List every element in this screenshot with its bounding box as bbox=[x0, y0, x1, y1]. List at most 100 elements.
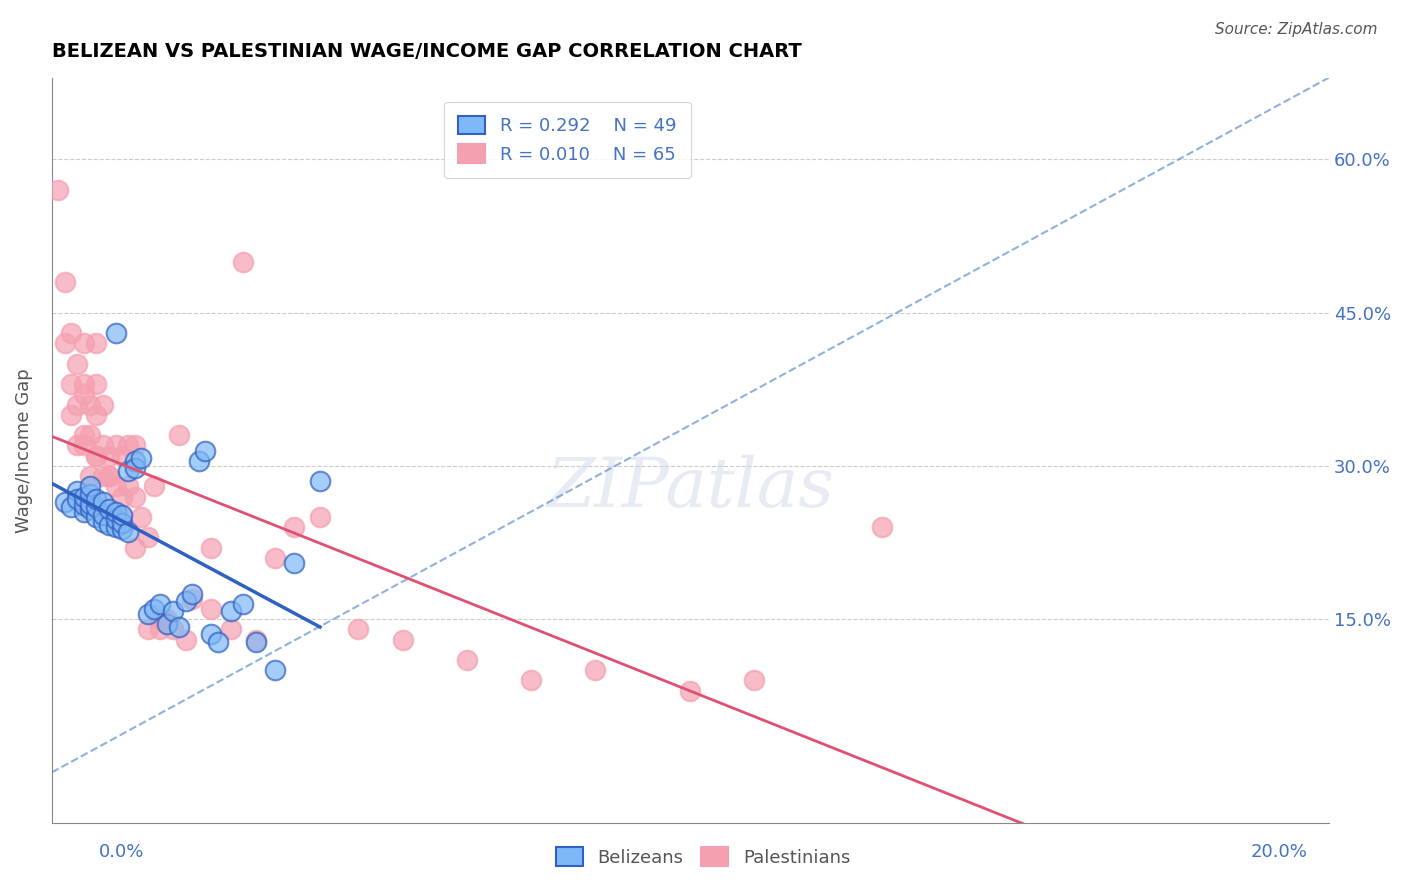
Palestinians bbox=[136, 530, 159, 544]
Belizeans bbox=[117, 464, 139, 478]
Belizeans bbox=[219, 604, 242, 618]
Palestinians bbox=[66, 357, 89, 371]
Palestinians bbox=[169, 428, 191, 442]
Belizeans bbox=[169, 620, 191, 634]
Belizeans bbox=[264, 663, 287, 677]
Palestinians bbox=[124, 438, 146, 452]
Belizeans bbox=[91, 494, 114, 508]
Belizeans bbox=[53, 494, 76, 508]
Belizeans bbox=[283, 556, 305, 570]
Palestinians bbox=[232, 254, 254, 268]
Belizeans bbox=[79, 501, 101, 516]
Palestinians bbox=[73, 377, 96, 392]
Y-axis label: Wage/Income Gap: Wage/Income Gap bbox=[15, 368, 32, 533]
Belizeans bbox=[91, 515, 114, 529]
Belizeans bbox=[104, 512, 127, 526]
Palestinians bbox=[136, 623, 159, 637]
Palestinians bbox=[742, 673, 765, 688]
Belizeans bbox=[86, 510, 108, 524]
Belizeans bbox=[111, 516, 134, 530]
Belizeans bbox=[117, 525, 139, 540]
Palestinians bbox=[91, 438, 114, 452]
Palestinians bbox=[309, 510, 332, 524]
Belizeans bbox=[245, 634, 267, 648]
Belizeans bbox=[98, 501, 121, 516]
Palestinians bbox=[73, 336, 96, 351]
Palestinians bbox=[91, 469, 114, 483]
Palestinians bbox=[73, 428, 96, 442]
Belizeans bbox=[104, 505, 127, 519]
Palestinians bbox=[149, 623, 172, 637]
Belizeans bbox=[232, 597, 254, 611]
Palestinians bbox=[456, 653, 478, 667]
Palestinians bbox=[86, 449, 108, 463]
Palestinians bbox=[219, 623, 242, 637]
Belizeans bbox=[124, 454, 146, 468]
Palestinians bbox=[174, 632, 197, 647]
Text: 20.0%: 20.0% bbox=[1251, 843, 1308, 861]
Belizeans bbox=[66, 484, 89, 499]
Palestinians bbox=[111, 490, 134, 504]
Palestinians bbox=[53, 275, 76, 289]
Belizeans bbox=[111, 522, 134, 536]
Text: 0.0%: 0.0% bbox=[98, 843, 143, 861]
Belizeans bbox=[79, 479, 101, 493]
Palestinians bbox=[98, 469, 121, 483]
Palestinians bbox=[59, 408, 82, 422]
Belizeans bbox=[142, 602, 165, 616]
Belizeans bbox=[200, 627, 222, 641]
Palestinians bbox=[79, 398, 101, 412]
Palestinians bbox=[59, 326, 82, 340]
Belizeans bbox=[73, 505, 96, 519]
Palestinians bbox=[347, 623, 370, 637]
Palestinians bbox=[245, 632, 267, 647]
Belizeans bbox=[124, 461, 146, 475]
Belizeans bbox=[104, 326, 127, 340]
Palestinians bbox=[679, 683, 702, 698]
Palestinians bbox=[86, 336, 108, 351]
Palestinians bbox=[519, 673, 541, 688]
Palestinians bbox=[86, 408, 108, 422]
Palestinians bbox=[104, 479, 127, 493]
Palestinians bbox=[142, 479, 165, 493]
Palestinians bbox=[53, 336, 76, 351]
Palestinians bbox=[392, 632, 415, 647]
Belizeans bbox=[149, 597, 172, 611]
Belizeans bbox=[86, 491, 108, 506]
Belizeans bbox=[156, 617, 179, 632]
Palestinians bbox=[98, 449, 121, 463]
Palestinians bbox=[59, 377, 82, 392]
Belizeans bbox=[79, 497, 101, 511]
Belizeans bbox=[174, 593, 197, 607]
Belizeans bbox=[187, 454, 209, 468]
Belizeans bbox=[73, 498, 96, 512]
Belizeans bbox=[86, 500, 108, 514]
Palestinians bbox=[283, 520, 305, 534]
Text: ZIPatlas: ZIPatlas bbox=[547, 454, 834, 521]
Palestinians bbox=[91, 398, 114, 412]
Palestinians bbox=[870, 520, 893, 534]
Belizeans bbox=[66, 491, 89, 506]
Palestinians bbox=[162, 623, 184, 637]
Belizeans bbox=[181, 586, 204, 600]
Palestinians bbox=[117, 438, 139, 452]
Palestinians bbox=[129, 510, 152, 524]
Legend: R = 0.292    N = 49, R = 0.010    N = 65: R = 0.292 N = 49, R = 0.010 N = 65 bbox=[444, 102, 690, 178]
Belizeans bbox=[91, 508, 114, 522]
Belizeans bbox=[162, 604, 184, 618]
Palestinians bbox=[98, 469, 121, 483]
Palestinians bbox=[124, 490, 146, 504]
Palestinians bbox=[86, 449, 108, 463]
Palestinians bbox=[73, 438, 96, 452]
Palestinians bbox=[264, 550, 287, 565]
Belizeans bbox=[98, 518, 121, 533]
Palestinians bbox=[46, 183, 69, 197]
Palestinians bbox=[104, 438, 127, 452]
Belizeans bbox=[136, 607, 159, 621]
Palestinians bbox=[79, 469, 101, 483]
Palestinians bbox=[181, 591, 204, 606]
Palestinians bbox=[124, 541, 146, 555]
Palestinians bbox=[73, 387, 96, 401]
Belizeans bbox=[104, 520, 127, 534]
Palestinians bbox=[111, 449, 134, 463]
